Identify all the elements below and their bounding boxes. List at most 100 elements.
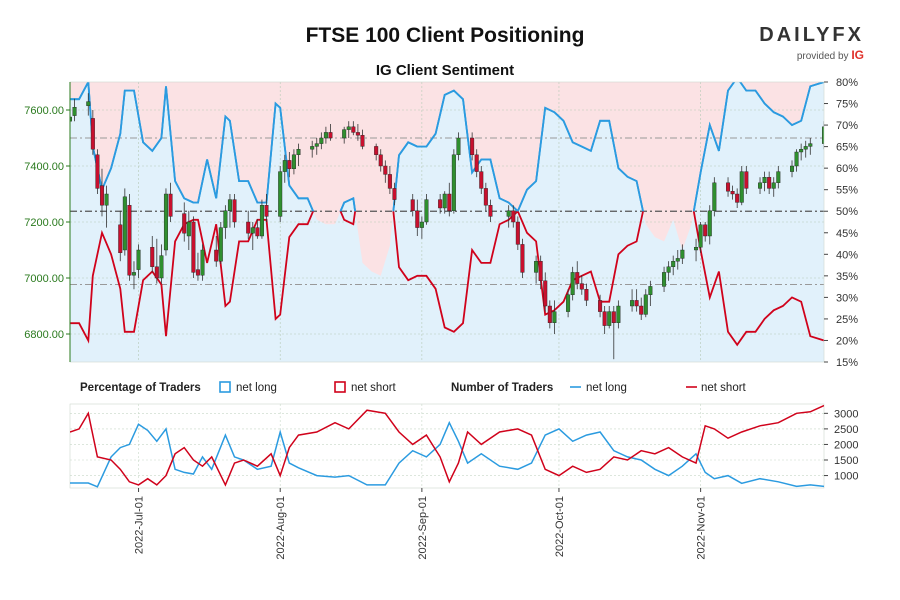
candle <box>278 166 283 222</box>
legend-num-short: net short <box>701 382 747 394</box>
candle-body <box>776 171 781 184</box>
candle-body <box>168 193 173 217</box>
candle-body <box>790 165 795 172</box>
candle <box>168 182 173 222</box>
traders-count-panel: 2022-Jul-01 2022-Aug-01 2022-Sep-01 2022-Oc… <box>69 403 858 560</box>
legend-pct-long-swatch <box>219 381 231 393</box>
count-tick-label: 3000 <box>834 408 858 420</box>
candle <box>584 283 589 306</box>
candle <box>227 194 232 228</box>
candle-body <box>694 246 699 251</box>
candle <box>575 261 580 290</box>
candle <box>456 132 461 161</box>
candle <box>694 238 699 262</box>
candle <box>726 177 731 197</box>
candle <box>383 160 388 183</box>
candle-body <box>351 126 356 133</box>
sentiment-tick-label: 50% <box>836 206 858 218</box>
candle-body <box>648 286 653 295</box>
candle-body <box>323 132 328 139</box>
candle-body <box>122 196 127 251</box>
candle <box>488 199 493 222</box>
date-tick-label: 2022-Sep-01 <box>417 496 429 560</box>
candle <box>616 300 621 329</box>
candle <box>154 238 159 284</box>
candle-body <box>342 129 347 139</box>
candle-body <box>72 106 77 116</box>
candle <box>447 182 452 217</box>
candle <box>771 177 776 197</box>
candle <box>70 110 72 127</box>
candle-body <box>387 174 392 189</box>
candle <box>328 124 333 141</box>
candle-body <box>438 199 443 209</box>
legend: Percentage of Traders net long net short… <box>80 381 747 394</box>
candle <box>680 244 685 264</box>
candle-body <box>739 171 744 203</box>
sentiment-tick-label: 30% <box>836 292 858 304</box>
candle-body <box>287 160 292 169</box>
brand-subline: provided by IG <box>759 48 864 62</box>
candle <box>99 168 104 217</box>
candle <box>776 166 781 189</box>
candle-body <box>771 182 776 189</box>
candle-body <box>419 221 424 228</box>
candle <box>72 98 77 122</box>
candle <box>95 149 100 194</box>
price-tick-label: 6800.00 <box>24 329 64 341</box>
candle-body <box>328 132 333 139</box>
candle <box>392 182 397 206</box>
candle-body <box>447 193 452 211</box>
brand-provided-by: provided by <box>796 51 849 62</box>
count-net-long-line <box>70 420 824 488</box>
candle-body <box>799 148 804 153</box>
candles <box>70 93 824 360</box>
candle <box>415 199 420 236</box>
candle-body <box>730 190 735 195</box>
candle <box>808 138 813 155</box>
candle <box>767 171 772 194</box>
candle <box>552 300 557 334</box>
candle <box>643 289 648 318</box>
candle-body <box>584 289 589 301</box>
candle-body <box>378 154 383 167</box>
candle-body <box>95 154 100 189</box>
candle-body <box>296 148 301 155</box>
candle <box>250 222 255 250</box>
sentiment-tick-label: 75% <box>836 99 858 111</box>
candle-body <box>291 154 296 170</box>
candle <box>195 252 200 281</box>
candle-body <box>282 160 287 172</box>
candle <box>822 121 824 150</box>
candle-body <box>488 204 493 217</box>
candle <box>739 166 744 206</box>
candle <box>515 216 520 250</box>
candle-body <box>310 146 315 150</box>
candle-body <box>552 311 557 324</box>
net-long-line-upper <box>70 82 824 212</box>
candle-body <box>794 151 799 167</box>
sentiment-tick-label: 15% <box>836 357 858 369</box>
candle-body <box>250 227 255 234</box>
candle <box>122 188 127 256</box>
candle <box>744 166 749 194</box>
candle-body <box>803 146 808 150</box>
candle-body <box>355 132 360 136</box>
candle <box>611 306 616 360</box>
candle <box>346 121 351 138</box>
candle-body <box>643 294 648 315</box>
candle <box>579 275 584 295</box>
candle <box>214 236 219 267</box>
candle-body <box>374 146 379 155</box>
candle <box>479 166 484 194</box>
candle-body <box>159 255 164 279</box>
candle-body <box>762 176 767 183</box>
candle-body <box>735 193 740 203</box>
sentiment-tick-label: 40% <box>836 249 858 261</box>
candle <box>200 244 205 281</box>
chart-subtitle: IG Client Sentiment <box>375 62 515 79</box>
candle-body <box>662 272 667 287</box>
candle-body <box>131 272 136 276</box>
candle <box>534 255 539 284</box>
candle <box>355 124 360 141</box>
